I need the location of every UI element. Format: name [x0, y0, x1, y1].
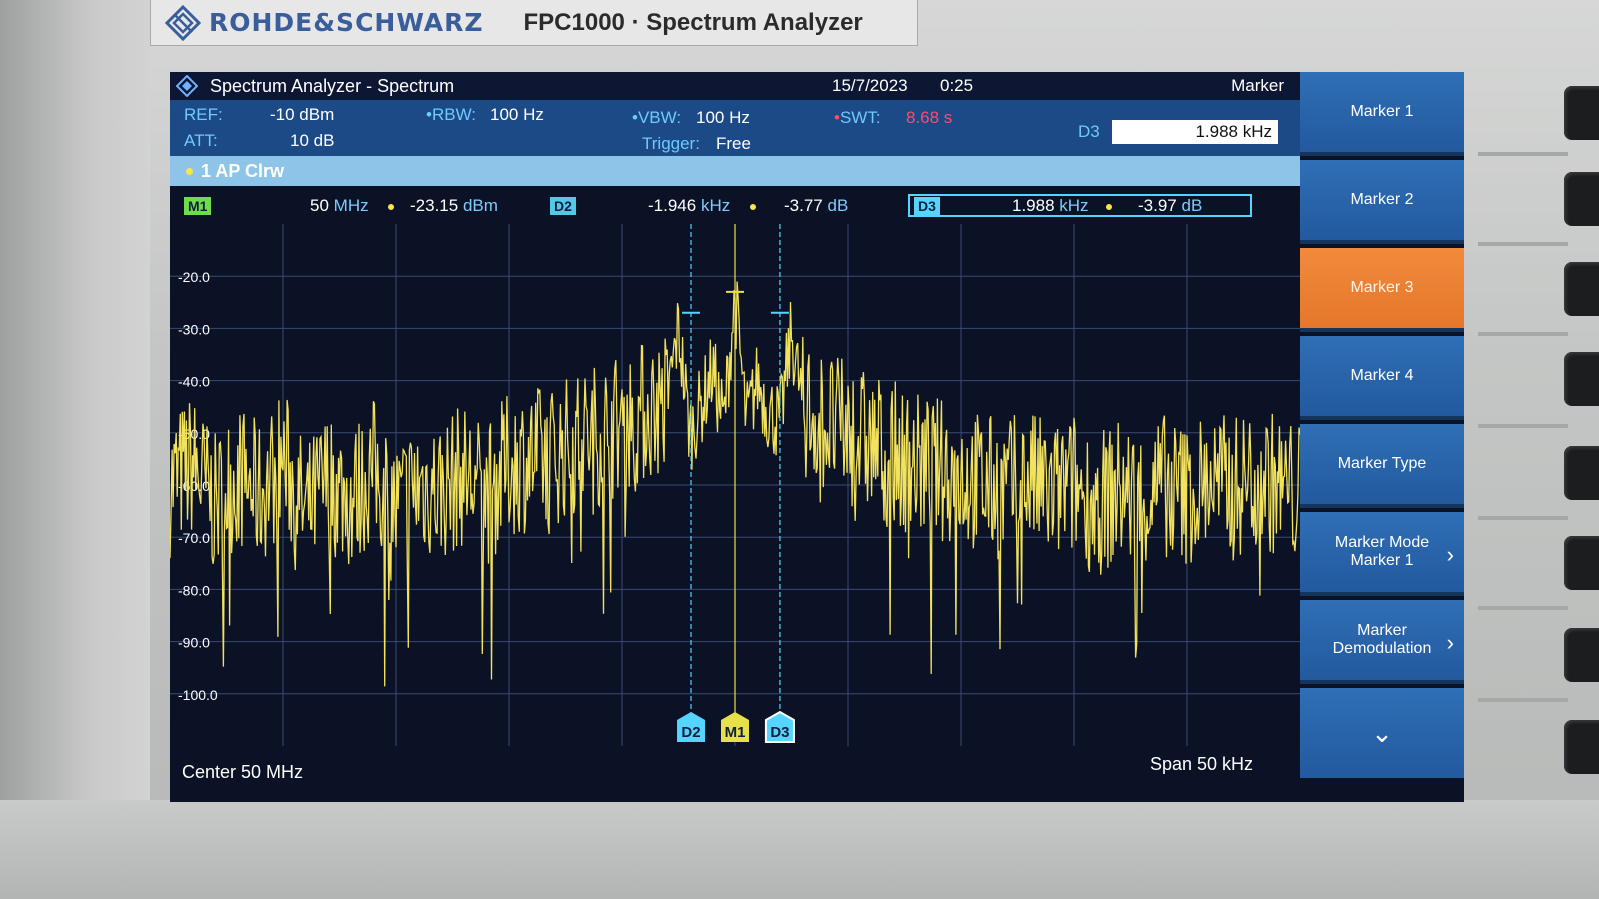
date-display: 15/7/2023 — [832, 76, 908, 95]
center-frequency[interactable]: Center 50 MHz — [182, 762, 304, 782]
vbw-value[interactable]: 100 Hz — [696, 108, 750, 127]
key-divider — [1478, 424, 1568, 428]
key-divider — [1478, 152, 1568, 156]
key-divider — [1478, 516, 1568, 520]
rbw-label: •RBW: — [426, 105, 477, 124]
marker-d3-active-frame[interactable] — [908, 194, 1252, 217]
hard-key-2[interactable] — [1564, 172, 1599, 226]
chevron-down-icon: ⌄ — [1371, 717, 1393, 748]
hard-key-5[interactable] — [1564, 446, 1599, 500]
hard-key-4[interactable] — [1564, 352, 1599, 406]
marker-flag-label-m1: M1 — [725, 724, 746, 741]
y-tick-label: -70.0 — [178, 530, 210, 546]
trace-info-bar: 1 AP Clrw — [170, 156, 1300, 186]
swt-label: •SWT: — [834, 108, 881, 127]
hard-key-1[interactable] — [1564, 86, 1599, 140]
marker-flag-d2 — [677, 712, 706, 742]
hard-key-3[interactable] — [1564, 262, 1599, 316]
marker-separator-dot — [1106, 204, 1112, 210]
rbw-value[interactable]: 100 Hz — [490, 105, 544, 124]
chevron-right-icon: › — [1446, 630, 1454, 655]
hard-key-6[interactable] — [1564, 536, 1599, 590]
hard-key-7[interactable] — [1564, 628, 1599, 682]
y-tick-label: -20.0 — [178, 269, 210, 285]
frequency-span[interactable]: Span 50 kHz — [1150, 754, 1254, 774]
key-divider — [1478, 698, 1568, 702]
vbw-label: •VBW: — [632, 108, 682, 127]
rohde-schwarz-logo-icon — [165, 4, 201, 41]
y-tick-label: -80.0 — [178, 582, 210, 598]
time-display: 0:25 — [940, 76, 974, 95]
trace-label[interactable]: 1 AP Clrw — [201, 160, 285, 181]
softkey-marker-2[interactable]: Marker 2 — [1300, 160, 1464, 244]
marker-edit-area: Marker D3 — [992, 72, 1300, 156]
marker-m1-level: -23.15 dBm — [410, 196, 498, 215]
marker-frequency-input[interactable] — [1112, 120, 1278, 144]
model-name: FPC1000 · Spectrum Analyzer — [523, 8, 863, 36]
y-tick-label: -90.0 — [178, 635, 210, 651]
marker-separator-dot — [750, 204, 756, 210]
marker-d3-level: -3.97 dB — [1138, 196, 1203, 215]
brand-name: ROHDE&SCHWARZ — [209, 8, 484, 37]
app-logo-icon — [176, 75, 198, 97]
trace-indicator-dot — [186, 167, 193, 175]
softkey-label: Marker 4 — [1350, 367, 1414, 384]
marker-d3-frequency: 1.988 kHz — [1012, 196, 1089, 215]
marker-separator-dot — [388, 204, 394, 210]
softkey-marker-demodulation[interactable]: Marker Demodulation › — [1300, 600, 1464, 684]
softkey-label: Marker Mode — [1334, 534, 1430, 551]
trigger-value[interactable]: Free — [716, 134, 751, 153]
marker-menu-title: Marker — [1231, 76, 1284, 95]
marker-edit-header: Marker — [992, 72, 1300, 100]
key-divider — [1478, 606, 1568, 610]
marker-d3-badge[interactable]: D3 — [914, 197, 940, 215]
marker-flag-d3 — [764, 710, 795, 743]
y-tick-label: -40.0 — [178, 374, 210, 390]
y-tick-label: -30.0 — [178, 321, 210, 337]
softkey-label: Marker 1 — [1350, 103, 1414, 120]
title-bar: Spectrum Analyzer - Spectrum — [170, 72, 992, 100]
app-title: Spectrum Analyzer - Spectrum — [210, 75, 455, 96]
marker-d2-level: -3.77 dB — [784, 196, 849, 215]
marker-flag-label-d3: D3 — [770, 724, 789, 741]
softkey-marker-mode[interactable]: Marker Mode Marker 1 › — [1300, 512, 1464, 596]
softkey-marker-4[interactable]: Marker 4 — [1300, 336, 1464, 420]
ref-value[interactable]: -10 dBm — [270, 105, 335, 124]
softkey-menu: Marker 1 Marker 2 Marker 3 Marker 4 Mark… — [1300, 72, 1464, 802]
att-label: ATT: — [184, 131, 218, 150]
key-divider — [1478, 242, 1568, 246]
y-tick-label: -100.0 — [178, 687, 218, 703]
edit-marker-label: D3 — [1078, 122, 1100, 141]
spectrum-plot[interactable]: -20.0-30.0-40.0-50.0-60.0-70.0-80.0-90.0… — [170, 224, 1300, 754]
softkey-sublabel: Demodulation — [1332, 640, 1432, 657]
marker-m1-badge[interactable]: M1 — [184, 197, 212, 215]
marker-d2-frequency: -1.946 kHz — [648, 196, 731, 215]
key-divider — [1478, 332, 1568, 336]
swt-value[interactable]: 8.68 s — [906, 108, 953, 127]
softkey-label: Marker 2 — [1350, 191, 1414, 208]
softkey-marker-1[interactable]: Marker 1 — [1300, 72, 1464, 156]
measurement-settings: REF: -10 dBm ATT: 10 dB •RBW: 100 Hz •VB… — [170, 100, 992, 156]
softkey-label: Marker — [1357, 622, 1407, 639]
att-value[interactable]: 10 dB — [290, 131, 335, 150]
hard-key-8[interactable] — [1564, 720, 1599, 774]
softkey-marker-3[interactable]: Marker 3 — [1300, 248, 1464, 332]
marker-flag-label-d2: D2 — [681, 724, 700, 741]
device-header: ROHDE&SCHWARZ FPC1000 · Spectrum Analyze… — [150, 0, 918, 46]
device-bezel-left — [0, 0, 150, 899]
softkey-marker-type[interactable]: Marker Type — [1300, 424, 1464, 508]
ref-label: REF: — [184, 105, 223, 124]
softkey-more[interactable]: ⌄ — [1300, 688, 1464, 778]
marker-m1-frequency: 50 MHz — [310, 196, 369, 215]
chevron-right-icon: › — [1446, 542, 1454, 567]
marker-table: M1 50 MHz -23.15 dBm D2 -1.946 kHz -3.77… — [170, 186, 1300, 224]
analyzer-screen: Spectrum Analyzer - Spectrum 15/7/2023 0… — [170, 72, 1464, 802]
device-bezel-bottom — [0, 800, 1599, 899]
softkey-label: Marker Type — [1337, 455, 1427, 472]
softkey-label: Marker 3 — [1350, 279, 1414, 296]
marker-flag-m1 — [721, 712, 749, 742]
trigger-label: Trigger: — [642, 134, 700, 153]
softkey-sublabel: Marker 1 — [1350, 552, 1414, 569]
marker-d2-badge[interactable]: D2 — [550, 197, 576, 215]
